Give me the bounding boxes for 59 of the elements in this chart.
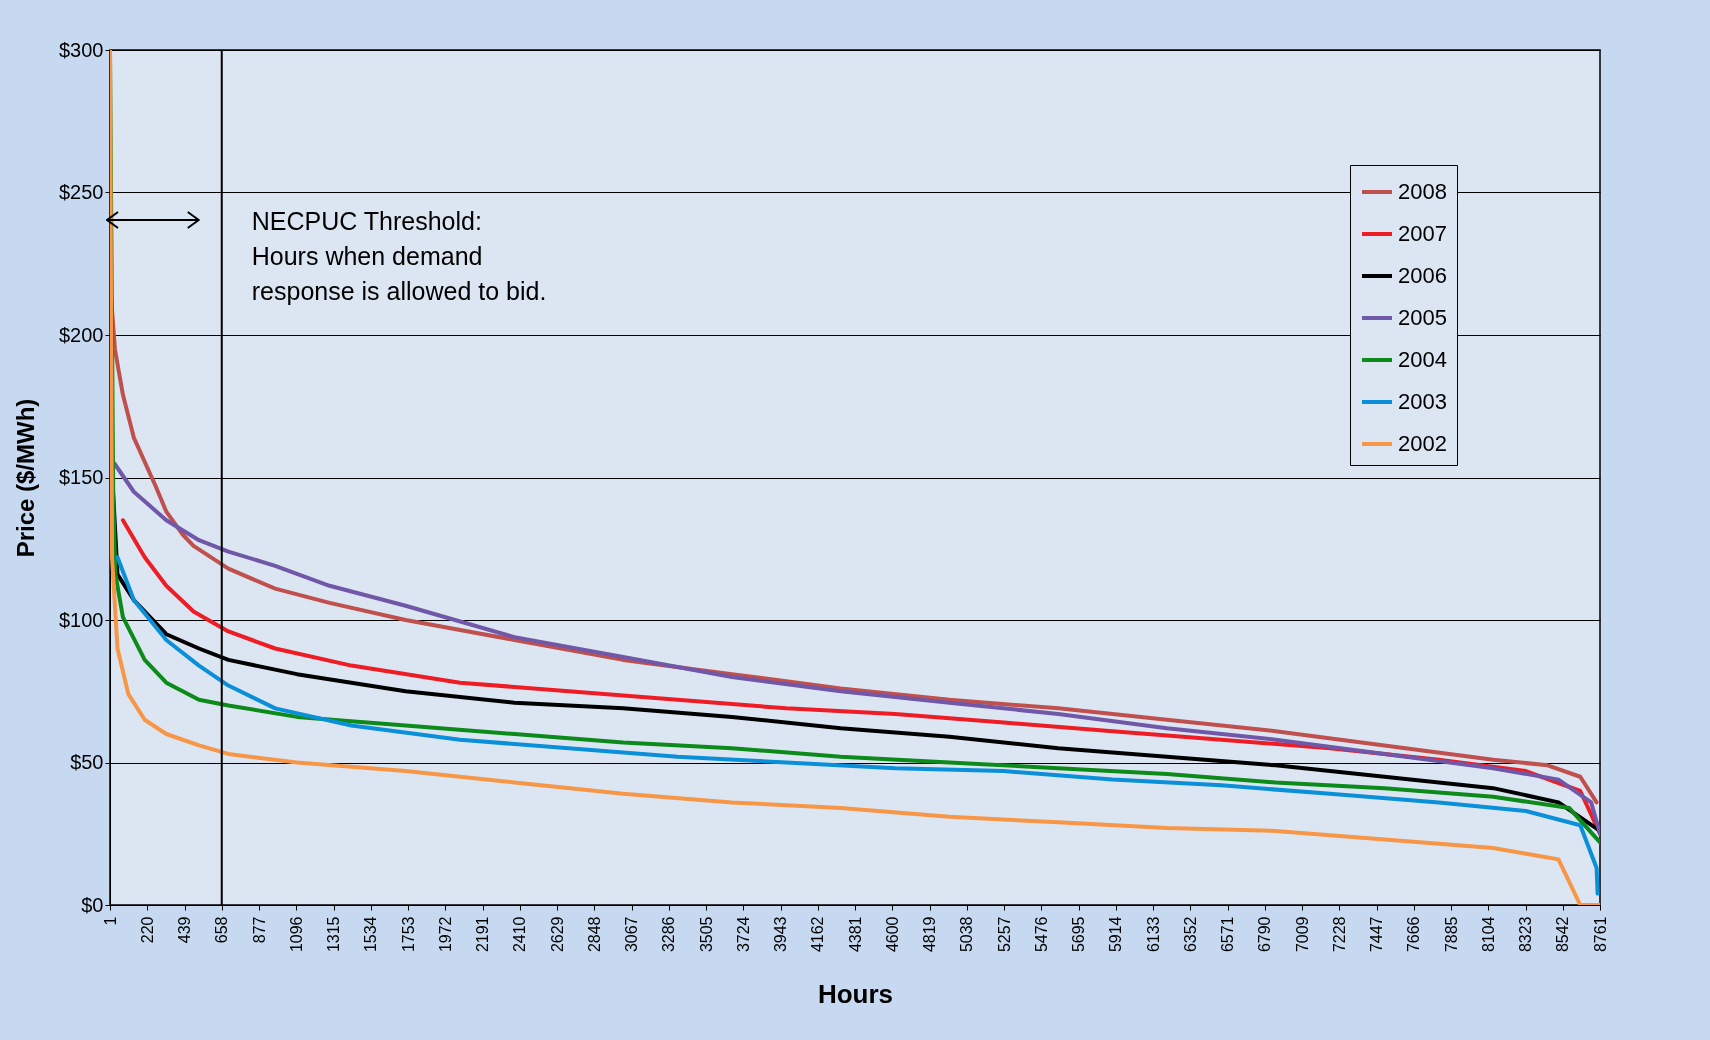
legend-label: 2005 [1398, 305, 1447, 330]
x-tick-label: 6352 [1181, 916, 1199, 953]
x-tick-label: 1972 [436, 916, 454, 953]
x-tick-label: 1096 [287, 916, 305, 953]
x-tick-label: 5476 [1032, 916, 1050, 953]
y-tick-label: $300 [59, 38, 104, 61]
legend-label: 2002 [1398, 431, 1447, 456]
x-tick-label: 4162 [809, 916, 827, 953]
x-tick-label: 6571 [1219, 916, 1236, 953]
legend-label: 2003 [1398, 389, 1447, 414]
x-tick-label: 7447 [1368, 916, 1385, 953]
x-tick-label: 6133 [1144, 916, 1162, 953]
x-tick-label: 5038 [958, 916, 976, 953]
y-tick-label: $100 [59, 608, 104, 631]
x-tick-label: 4381 [846, 916, 864, 953]
x-tick-label: 2410 [511, 916, 529, 953]
x-tick-label: 658 [213, 916, 231, 944]
x-axis-title: Hours [817, 979, 894, 1010]
x-tick-label: 7666 [1405, 916, 1423, 953]
ref-line-label: NECPUC Threshold: Hours when demand response is allowed to bid. [251, 207, 547, 305]
x-tick-label: 7885 [1442, 916, 1460, 953]
x-tick-label: 8761 [1591, 916, 1609, 953]
y-tick-label: $150 [59, 466, 104, 488]
y-tick-label: $250 [59, 181, 104, 203]
x-tick-label: 4600 [883, 916, 901, 953]
x-tick-label: 1753 [399, 916, 417, 953]
x-tick-label: 3286 [660, 916, 678, 953]
x-tick-label: 4819 [921, 916, 938, 953]
y-tick-label: $50 [70, 751, 104, 773]
x-tick-label: 2191 [474, 916, 491, 953]
y-tick-label: $200 [59, 323, 104, 346]
x-tick-label: 877 [250, 916, 268, 944]
x-tick-label: 7228 [1330, 916, 1348, 953]
x-tick-label: 5695 [1070, 916, 1087, 953]
legend-label: 2004 [1398, 347, 1447, 372]
x-tick-label: 439 [176, 916, 193, 944]
x-tick-label: 5257 [995, 916, 1013, 953]
x-tick-label: 3943 [772, 916, 789, 953]
x-tick-label: 7009 [1293, 916, 1311, 953]
x-tick-label: 6790 [1256, 916, 1274, 953]
x-tick-label: 8323 [1517, 916, 1534, 953]
y-tick-label: $0 [81, 893, 104, 916]
line-series [115, 555, 1600, 896]
x-tick-label: 220 [138, 916, 156, 944]
y-axis-title: Price ($/MWh) [12, 398, 40, 558]
legend-label: 2007 [1398, 221, 1447, 246]
x-tick-label: 5914 [1107, 916, 1125, 953]
x-tick-label: 1534 [362, 916, 380, 953]
legend-label: 2008 [1398, 179, 1447, 204]
x-tick-label: 3505 [697, 916, 715, 953]
legend-label: 2006 [1398, 263, 1447, 288]
x-tick-label: 1 [101, 916, 119, 926]
x-tick-label: 1315 [325, 916, 342, 953]
x-tick-label: 2629 [548, 916, 566, 953]
x-tick-label: 2848 [585, 916, 603, 953]
x-tick-label: 3724 [734, 916, 752, 953]
x-tick-label: 3067 [623, 916, 640, 953]
x-tick-label: 8542 [1554, 916, 1572, 953]
x-tick-label: 8104 [1479, 916, 1497, 953]
